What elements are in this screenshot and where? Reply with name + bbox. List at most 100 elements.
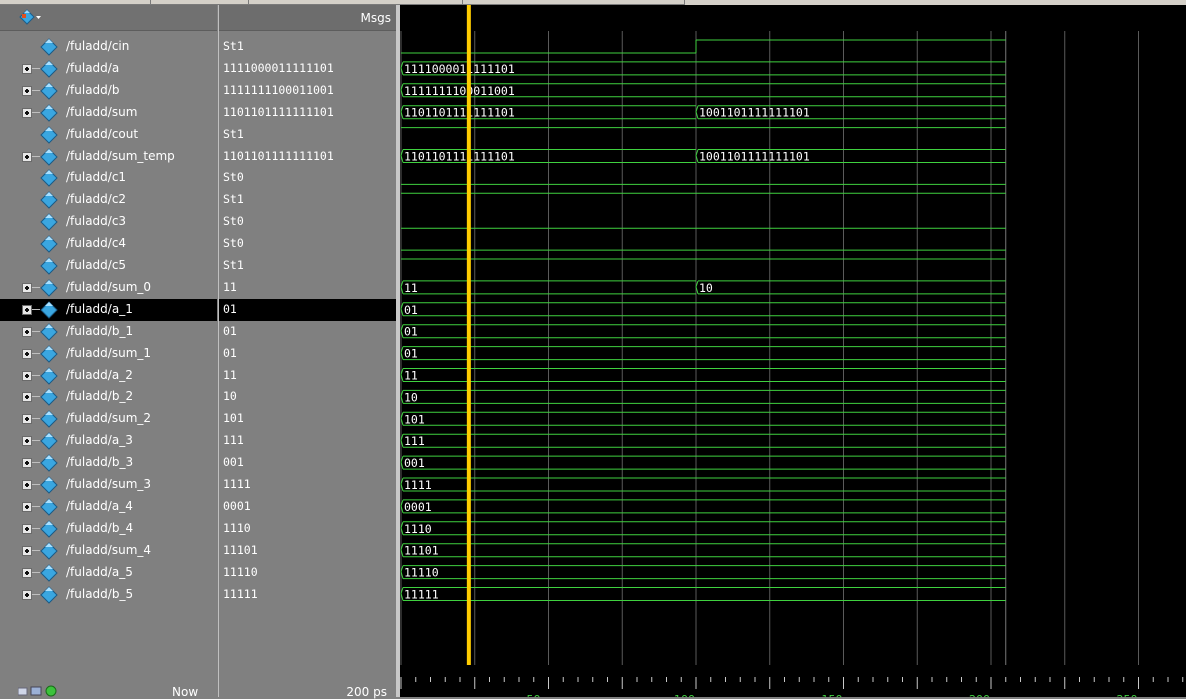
expand-icon[interactable]	[22, 63, 32, 74]
value-row[interactable]: 11101	[219, 540, 397, 562]
value-row[interactable]: St1	[219, 36, 397, 58]
signal-row[interactable]: /fuladd/sum_0	[0, 277, 217, 299]
wave-panel[interactable]: 1111000011111101 1111111100011001 11011011…	[400, 5, 1186, 697]
signal-row[interactable]: /fuladd/a_5	[0, 562, 217, 584]
value-row[interactable]: 101	[219, 408, 397, 430]
tree-connector	[32, 155, 40, 157]
expand-icon[interactable]	[22, 85, 32, 96]
signal-row[interactable]: /fuladd/cout	[0, 124, 217, 146]
signal-value: 11101	[223, 542, 258, 557]
signal-row[interactable]: /fuladd/a_2	[0, 365, 217, 387]
tab-1[interactable]	[0, 0, 151, 5]
status-icons[interactable]	[18, 685, 64, 697]
expand-icon[interactable]	[22, 523, 32, 534]
ruler-label: 50 ps	[527, 693, 557, 697]
bus-value-label: 10	[404, 390, 418, 404]
value-row[interactable]: 001	[219, 452, 397, 474]
signal-row[interactable]: /fuladd/sum_2	[0, 408, 217, 430]
value-row[interactable]: 01	[219, 343, 397, 365]
signal-row[interactable]: /fuladd/c3	[0, 211, 217, 233]
expand-icon[interactable]	[22, 107, 32, 118]
value-row[interactable]: 0001	[219, 496, 397, 518]
expand-icon[interactable]	[22, 348, 32, 359]
signal-row[interactable]: /fuladd/a_3	[0, 430, 217, 452]
signal-row[interactable]: /fuladd/sum_1	[0, 343, 217, 365]
expand-icon[interactable]	[22, 589, 32, 600]
value-row[interactable]: 1110	[219, 518, 397, 540]
value-row[interactable]: St0	[219, 211, 397, 233]
value-row[interactable]: 1101101111111101	[219, 102, 397, 124]
signal-row[interactable]: /fuladd/a_1	[0, 298, 217, 321]
pane-splitter[interactable]	[396, 5, 400, 697]
expand-icon[interactable]	[22, 304, 32, 315]
value-row[interactable]: St1	[219, 124, 397, 146]
value-row[interactable]: St1	[219, 189, 397, 211]
value-row[interactable]: 1101101111111101	[219, 146, 397, 168]
signal-row[interactable]: /fuladd/c4	[0, 233, 217, 255]
value-row[interactable]: 11111	[219, 584, 397, 606]
expand-icon[interactable]	[22, 326, 32, 337]
bus-value-label: 1101101111111101	[404, 106, 515, 120]
expand-icon[interactable]	[22, 151, 32, 162]
signal-row[interactable]: /fuladd/b_2	[0, 386, 217, 408]
signal-diamond-icon	[40, 541, 58, 560]
now-value: 200 ps	[346, 685, 387, 699]
bus-transition	[400, 521, 404, 535]
tab-3[interactable]	[248, 0, 463, 5]
expand-icon[interactable]	[22, 458, 32, 469]
signal-row[interactable]: /fuladd/sum	[0, 102, 217, 124]
signal-row[interactable]: /fuladd/b_4	[0, 518, 217, 540]
signal-row[interactable]: /fuladd/b	[0, 80, 217, 102]
tree-connector	[32, 418, 40, 420]
bus-value-label: 11	[404, 281, 418, 295]
ruler-label: 100 ps	[674, 693, 711, 697]
bus-value-label: 111	[404, 434, 425, 448]
expand-icon[interactable]	[22, 392, 32, 403]
signal-row[interactable]: /fuladd/c5	[0, 255, 217, 277]
value-row[interactable]: 1111000011111101	[219, 58, 397, 80]
signal-row[interactable]: /fuladd/sum_4	[0, 540, 217, 562]
signal-diamond-icon	[40, 301, 58, 319]
value-row[interactable]: 111	[219, 430, 397, 452]
signal-name: /fuladd/b_2	[66, 389, 134, 404]
signal-row[interactable]: /fuladd/b_5	[0, 584, 217, 606]
value-row[interactable]: St0	[219, 233, 397, 255]
signal-row[interactable]: /fuladd/b_1	[0, 321, 217, 343]
expand-icon[interactable]	[22, 436, 32, 447]
value-row[interactable]: 1111111100011001	[219, 80, 397, 102]
value-row[interactable]: 1111	[219, 474, 397, 496]
tab-2[interactable]	[150, 0, 249, 5]
expand-icon[interactable]	[22, 414, 32, 425]
expand-icon[interactable]	[22, 282, 32, 293]
waveform-canvas[interactable]: 1111000011111101111111110001100111011011…	[400, 5, 1186, 697]
expand-icon[interactable]	[22, 370, 32, 381]
value-row[interactable]: 11110	[219, 562, 397, 584]
signal-row[interactable]: /fuladd/c1	[0, 167, 217, 189]
signal-row[interactable]: /fuladd/b_3	[0, 452, 217, 474]
tab-4[interactable]	[462, 0, 685, 5]
signal-row[interactable]: /fuladd/sum_3	[0, 474, 217, 496]
tab-strip	[0, 0, 1186, 5]
signal-name: /fuladd/b_1	[66, 323, 134, 338]
signal-name: /fuladd/sum_temp	[66, 148, 175, 163]
value-row[interactable]: 11	[219, 365, 397, 387]
signal-row[interactable]: /fuladd/cin	[0, 36, 217, 58]
expand-icon[interactable]	[22, 545, 32, 556]
value-row[interactable]: St0	[219, 167, 397, 189]
value-row[interactable]: 11	[219, 277, 397, 299]
expand-icon[interactable]	[22, 480, 32, 490]
value-row[interactable]: St1	[219, 255, 397, 277]
bus-transition	[400, 105, 404, 119]
timeline-ruler	[400, 665, 1186, 697]
signal-row[interactable]: /fuladd/c2	[0, 189, 217, 211]
signal-row[interactable]: /fuladd/a_4	[0, 496, 217, 518]
expand-icon[interactable]	[22, 501, 32, 512]
value-row[interactable]: 01	[219, 298, 397, 321]
expand-icon[interactable]	[22, 567, 32, 578]
signal-value: 1101101111111101	[223, 104, 334, 119]
wave-tool-icon[interactable]	[18, 9, 42, 25]
signal-row[interactable]: /fuladd/a	[0, 58, 217, 80]
value-row[interactable]: 10	[219, 386, 397, 408]
signal-row[interactable]: /fuladd/sum_temp	[0, 146, 217, 168]
value-row[interactable]: 01	[219, 321, 397, 343]
